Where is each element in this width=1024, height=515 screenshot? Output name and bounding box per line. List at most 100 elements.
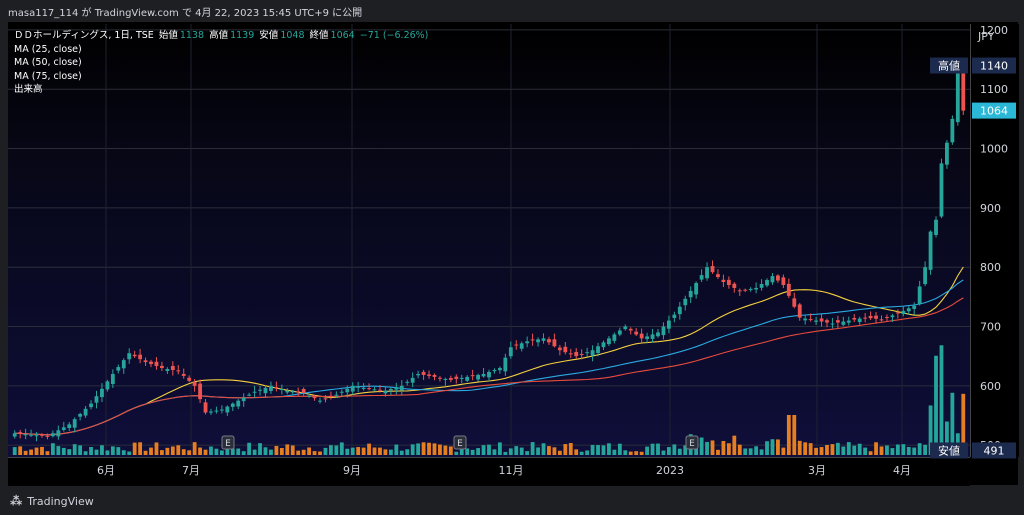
volume-bar	[448, 446, 453, 455]
legend-ma50[interactable]: MA (50, close)	[14, 57, 82, 68]
last-price-marker-value: 1064	[980, 105, 1008, 118]
candle-body	[895, 312, 900, 314]
candle-body	[901, 310, 906, 315]
candle-body	[503, 357, 508, 372]
candle-body	[383, 390, 388, 394]
candle-body	[432, 375, 437, 377]
volume-bar	[421, 442, 426, 455]
candle-body	[225, 406, 230, 413]
candle-body	[448, 378, 453, 380]
volume-bar	[132, 442, 137, 455]
candle-body	[56, 430, 61, 437]
volume-bar	[912, 447, 917, 455]
volume-bar	[530, 442, 535, 455]
candle-body	[187, 377, 192, 381]
candle-body	[497, 368, 502, 371]
earnings-marker-label: E	[689, 439, 695, 449]
candle-body	[699, 275, 704, 280]
legend-high: 1139	[230, 30, 255, 41]
candle-body	[808, 319, 813, 321]
legend-ma25[interactable]: MA (25, close)	[14, 43, 82, 55]
volume-bar	[923, 444, 928, 455]
volume-bar	[536, 447, 540, 455]
candle-body	[825, 320, 829, 323]
volume-bar	[258, 443, 262, 455]
high-marker-value-bg	[972, 57, 1016, 74]
volume-bar	[40, 446, 44, 455]
candle-body	[694, 283, 699, 295]
x-tick-label: 7月	[182, 464, 200, 477]
candle-body	[797, 304, 802, 318]
volume-bar	[841, 446, 846, 455]
legend-ma75[interactable]: MA (75, close)	[14, 70, 82, 82]
candle-body	[792, 298, 797, 307]
candle-body	[296, 391, 301, 393]
candle-body	[846, 320, 851, 323]
volume-bar	[743, 448, 748, 455]
volume-bar	[857, 443, 862, 455]
volume-bar	[596, 445, 600, 455]
volume-bar	[497, 442, 502, 455]
footer-bar	[0, 487, 1024, 515]
candle-body	[645, 336, 649, 340]
candle-body	[617, 330, 622, 335]
volume-bar	[906, 446, 911, 455]
candle-body	[661, 326, 666, 336]
volume-bar	[372, 447, 377, 455]
volume-bar	[56, 446, 61, 455]
volume-bar	[318, 451, 322, 455]
volume-bar	[378, 447, 382, 455]
y-tick-label: 1200	[980, 24, 1008, 37]
candle-body	[252, 391, 257, 393]
time-axis[interactable]	[8, 457, 970, 486]
tradingview-brand[interactable]: ⁂ TradingView	[10, 494, 94, 508]
volume-bar	[590, 444, 595, 455]
volume-bar	[67, 449, 72, 455]
volume-bar	[541, 443, 546, 455]
candle-body	[945, 142, 949, 165]
volume-bar	[350, 447, 355, 455]
volume-bar	[236, 448, 241, 455]
volume-bar	[127, 451, 132, 455]
candle-body	[127, 353, 132, 360]
volume-bar	[781, 447, 786, 455]
price-axis[interactable]	[970, 24, 1019, 457]
candle-body	[830, 323, 835, 325]
chart-legend: ＤＤホールディングス, 1日, TSE 始値 1138 高値 1139 安値 1048…	[14, 29, 430, 97]
legend-low: 1048	[280, 30, 305, 41]
volume-bar	[181, 449, 186, 455]
legend-change: −71 (−6.26%)	[359, 30, 429, 41]
volume-bar	[285, 444, 290, 455]
volume-bar	[508, 448, 513, 455]
volume-bar	[323, 447, 328, 455]
volume-bar	[656, 443, 660, 455]
volume-bar	[94, 449, 99, 455]
candle-body	[596, 346, 600, 353]
legend-volume[interactable]: 出来高	[14, 84, 43, 95]
volume-bar	[312, 451, 317, 455]
candle-body	[912, 305, 917, 309]
candle-body	[350, 385, 355, 392]
candle-body	[45, 435, 50, 437]
high-marker-label-bg	[930, 57, 968, 74]
volume-bar	[274, 445, 279, 455]
candle-body	[230, 403, 235, 407]
volume-bar	[329, 445, 333, 455]
volume-bar	[661, 450, 666, 455]
volume-bar	[547, 446, 551, 455]
candle-body	[181, 373, 186, 376]
volume-bar	[29, 449, 33, 455]
x-tick-label: 9月	[343, 464, 361, 477]
volume-bar	[105, 450, 110, 455]
candle-body	[781, 277, 786, 285]
candle-body	[666, 320, 671, 329]
candle-body	[274, 387, 279, 389]
currency-label: JPY	[977, 30, 995, 43]
volume-bar	[726, 443, 731, 455]
volume-bar	[612, 449, 617, 455]
volume-bar	[786, 415, 791, 455]
volume-bar	[808, 443, 813, 455]
candle-body	[776, 275, 780, 281]
y-tick-label: 700	[980, 321, 1001, 334]
